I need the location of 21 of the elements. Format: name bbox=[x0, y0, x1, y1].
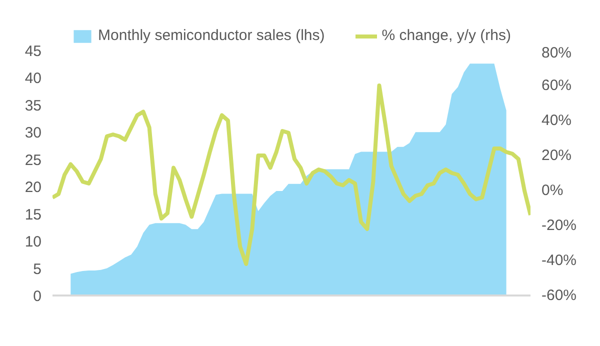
y-tick-label: 0 bbox=[33, 288, 42, 305]
line-series bbox=[52, 84, 530, 266]
y2-tick-label: -20% bbox=[542, 217, 577, 234]
y2-tick-label: 60% bbox=[542, 77, 572, 94]
y2-tick-label: 80% bbox=[542, 44, 572, 62]
y-tick-label: 35 bbox=[24, 97, 42, 114]
y-tick-label: 20 bbox=[24, 179, 42, 196]
y-tick-label: 30 bbox=[24, 124, 42, 142]
y-tick-label: 10 bbox=[24, 234, 42, 251]
y-tick-label: 40 bbox=[24, 70, 42, 88]
legend-label: Monthly semiconductor sales (lhs) bbox=[98, 27, 325, 44]
y2-tick-label: 40% bbox=[542, 112, 572, 129]
legend-label: % change, y/y (rhs) bbox=[382, 27, 511, 44]
y2-tick-label: -40% bbox=[542, 252, 577, 269]
y2-tick-label: -60% bbox=[542, 287, 577, 304]
y-tick-label: 25 bbox=[24, 152, 42, 169]
y-tick-label: 5 bbox=[33, 260, 42, 278]
y-tick-label: 45 bbox=[24, 43, 42, 60]
y2-tick-label: 0% bbox=[542, 182, 564, 199]
y-tick-label: 15 bbox=[24, 206, 42, 224]
y2-tick-label: 20% bbox=[542, 147, 572, 164]
